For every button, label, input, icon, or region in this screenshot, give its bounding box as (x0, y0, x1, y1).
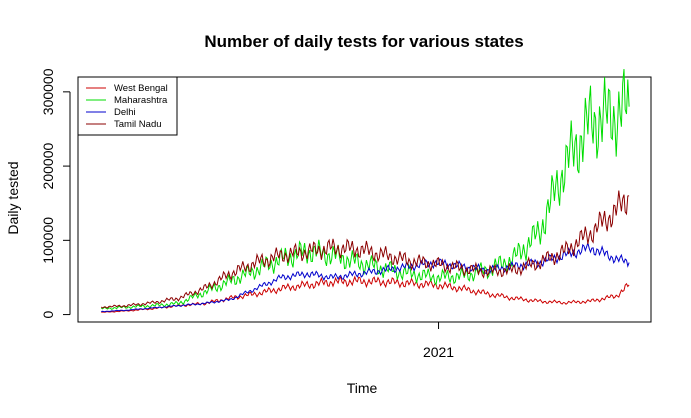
series-west-bengal (101, 275, 630, 313)
chart-title: Number of daily tests for various states (204, 32, 523, 51)
plot-frame (77, 76, 652, 323)
plot-area (77, 76, 652, 323)
x-tick-label: 2021 (423, 344, 454, 360)
y-tick-label: 300000 (40, 68, 56, 115)
legend-label: Delhi (114, 107, 136, 118)
y-tick-label: 200000 (40, 143, 56, 190)
axes-layer: 0 100000 200000 300000 2021 (40, 68, 454, 360)
y-tick-label: 0 (40, 310, 56, 318)
series-layer (100, 69, 630, 313)
series-line (101, 275, 630, 313)
legend-label: Maharashtra (114, 95, 168, 106)
x-axis-label: Time (347, 380, 378, 396)
series-line (100, 190, 630, 309)
series-maharashtra (100, 69, 630, 310)
legend-box (77, 76, 178, 136)
legend-label: West Bengal (114, 83, 168, 94)
y-tick-label: 100000 (40, 217, 56, 264)
series-line (100, 69, 630, 310)
legend-label: Tamil Nadu (114, 119, 162, 130)
series-tamil-nadu (100, 190, 630, 309)
y-axis-label: Daily tested (5, 161, 21, 234)
